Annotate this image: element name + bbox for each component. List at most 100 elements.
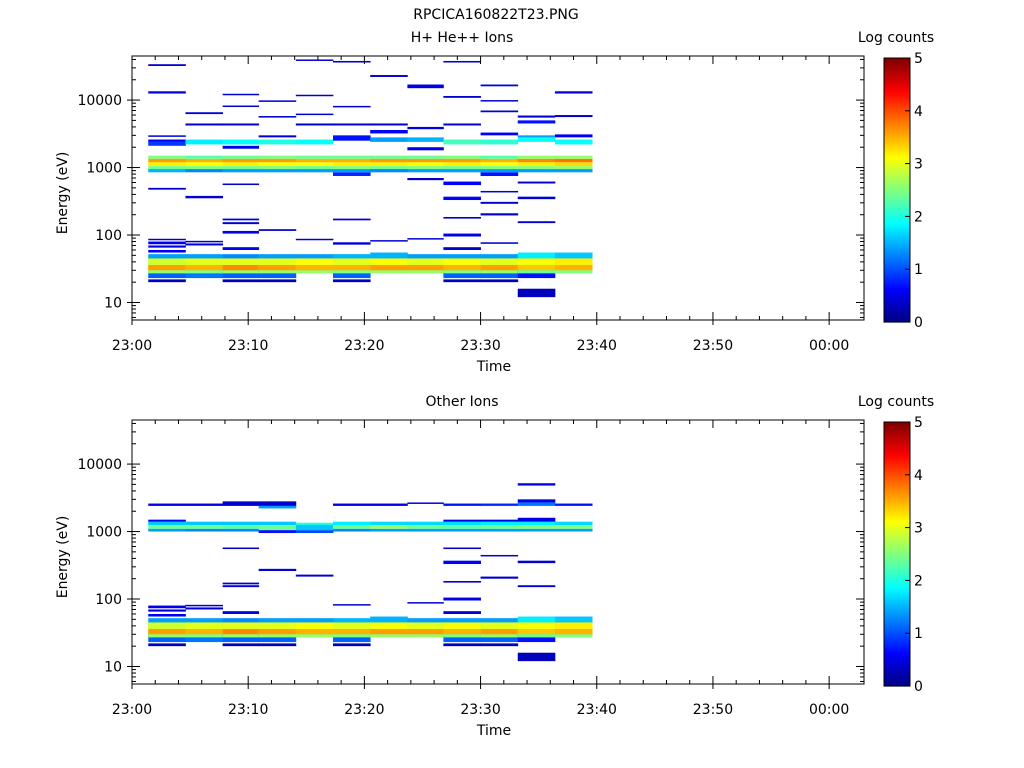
heatmap-cell bbox=[258, 254, 297, 259]
colorbar-swatch bbox=[884, 157, 910, 160]
colorbar-swatch bbox=[884, 547, 910, 551]
colorbar-swatch bbox=[884, 436, 910, 440]
y-tick-label: 1000 bbox=[86, 161, 122, 177]
colorbar-swatch bbox=[884, 148, 910, 152]
heatmap-cell bbox=[258, 530, 297, 534]
heatmap-cell bbox=[333, 270, 371, 279]
heatmap-cell bbox=[185, 123, 224, 126]
heatmap-cell bbox=[554, 252, 593, 259]
x-tick-label: 23:20 bbox=[344, 702, 384, 718]
heatmap-cell bbox=[517, 169, 556, 173]
heatmap-cell bbox=[148, 528, 186, 532]
colorbar-swatch bbox=[884, 560, 910, 563]
colorbar-label: Log counts bbox=[858, 394, 934, 410]
heatmap-cell bbox=[480, 270, 519, 279]
colorbar-swatch bbox=[884, 256, 910, 259]
colorbar-swatch bbox=[884, 576, 910, 580]
heatmap-cell bbox=[370, 616, 408, 623]
colorbar-swatch bbox=[884, 613, 910, 617]
heatmap-cell bbox=[517, 622, 556, 629]
heatmap-cell bbox=[517, 628, 556, 635]
heatmap-cell bbox=[480, 155, 519, 159]
colorbar-swatch bbox=[884, 648, 910, 652]
heatmap-cell bbox=[407, 628, 444, 635]
colorbar-swatch bbox=[884, 307, 910, 311]
colorbar: 0 1 2 3 4 5 Log counts bbox=[858, 394, 934, 695]
heatmap-cell bbox=[333, 604, 371, 606]
heatmap-cell bbox=[407, 258, 444, 265]
colorbar-swatch bbox=[884, 171, 910, 175]
heatmap-cell bbox=[185, 258, 224, 265]
colorbar-swatch bbox=[884, 97, 910, 100]
heatmap-cell bbox=[295, 238, 334, 241]
colorbar-swatch bbox=[884, 194, 910, 197]
colorbar-frame bbox=[883, 421, 911, 687]
heatmap-cell bbox=[295, 618, 334, 623]
colorbar-swatch bbox=[884, 646, 910, 650]
colorbar-swatch bbox=[884, 218, 910, 222]
colorbar-swatch bbox=[884, 245, 910, 249]
colorbar-swatch bbox=[884, 159, 910, 162]
heatmap-cell bbox=[333, 218, 371, 221]
colorbar-swatch bbox=[884, 84, 910, 88]
colorbar-swatch bbox=[884, 494, 910, 497]
colorbar-swatch bbox=[884, 620, 910, 623]
heatmap-cell bbox=[370, 155, 408, 159]
heatmap-cell bbox=[258, 634, 297, 643]
colorbar-swatch bbox=[884, 161, 910, 164]
heatmap-cell bbox=[517, 502, 556, 506]
heatmap-cell bbox=[148, 245, 186, 248]
colorbar-swatch bbox=[884, 502, 910, 506]
heatmap-cell bbox=[185, 521, 224, 525]
colorbar-swatch bbox=[884, 115, 910, 119]
heatmap-cell bbox=[370, 258, 408, 265]
heatmap-cell bbox=[554, 503, 593, 506]
heatmap-cell bbox=[517, 166, 556, 170]
colorbar-swatch bbox=[884, 617, 910, 621]
heatmap-cell bbox=[517, 560, 556, 564]
heatmap-cell bbox=[517, 521, 556, 525]
heatmap-cell bbox=[333, 643, 371, 647]
y-tick-label: 100 bbox=[95, 592, 122, 608]
colorbar-swatch bbox=[884, 523, 910, 526]
heatmap-cell bbox=[222, 634, 260, 643]
colorbar-swatch bbox=[884, 270, 910, 274]
heatmap-cell bbox=[222, 521, 260, 525]
heatmap-cell bbox=[480, 139, 519, 145]
heatmap-cell bbox=[333, 172, 371, 176]
colorbar-swatch bbox=[884, 68, 910, 71]
colorbar-swatch bbox=[884, 525, 910, 528]
heatmap-cell bbox=[517, 528, 556, 532]
heatmap-cell bbox=[148, 249, 186, 253]
heatmap-cell bbox=[370, 169, 408, 173]
heatmap-cells bbox=[148, 59, 593, 298]
heatmap-cell bbox=[333, 155, 371, 159]
heatmap-cell bbox=[258, 158, 297, 163]
heatmap-cell bbox=[443, 525, 481, 529]
heatmap-cell bbox=[333, 158, 371, 163]
heatmap-cell bbox=[295, 622, 334, 629]
x-axis-label: Time bbox=[476, 359, 511, 375]
colorbar-swatch bbox=[884, 572, 910, 576]
colorbar-swatch bbox=[884, 204, 910, 208]
heatmap-cell bbox=[258, 162, 297, 167]
heatmap-cell bbox=[443, 618, 481, 623]
heatmap-cell bbox=[222, 525, 260, 529]
colorbar-swatch bbox=[884, 628, 910, 631]
heatmap-cell bbox=[480, 528, 519, 532]
colorbar-swatch bbox=[884, 650, 910, 654]
heatmap-cell bbox=[480, 201, 519, 204]
colorbar-swatch bbox=[884, 587, 910, 590]
heatmap-cell bbox=[517, 120, 556, 124]
heatmap-cell bbox=[222, 183, 260, 186]
heatmap-cell bbox=[258, 279, 297, 283]
heatmap-cell bbox=[148, 279, 186, 283]
x-tick-label: 23:00 bbox=[112, 702, 152, 718]
colorbar-swatch bbox=[884, 551, 910, 555]
heatmap-cell bbox=[517, 264, 556, 271]
colorbar-swatch bbox=[884, 471, 910, 475]
y-axis: 10 100 1000 10000 Energy (eV) bbox=[55, 58, 864, 318]
heatmap-cell bbox=[517, 181, 556, 184]
colorbar-swatch bbox=[884, 74, 910, 78]
colorbar-swatch bbox=[884, 80, 910, 84]
